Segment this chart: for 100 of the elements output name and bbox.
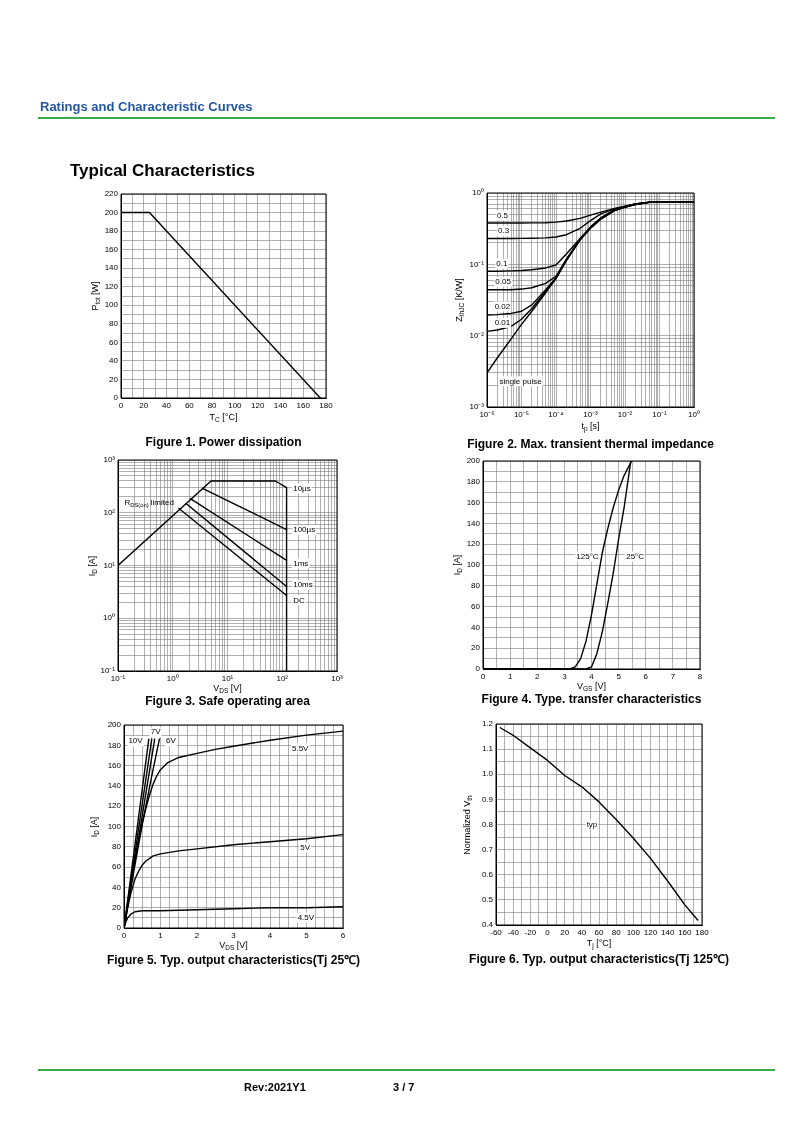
y-tick-label: 160	[107, 760, 122, 770]
series-label: 100µs	[293, 525, 316, 535]
x-tick-label: 10³	[331, 674, 344, 683]
x-tick-label: 140	[660, 928, 675, 937]
x-tick-label: 2	[194, 931, 200, 940]
x-tick-label: -60	[490, 928, 503, 937]
text: Figure 5. Typ. output characteristics(Tj 25℃)	[106, 953, 361, 968]
series-label: 10µs	[293, 483, 311, 493]
y-tick-label: 0	[475, 664, 481, 674]
x-tick-label: 7	[670, 672, 676, 681]
x-tick-label: 10²	[276, 674, 289, 683]
x-tick-label: 10⁻³	[583, 410, 599, 419]
y-tick-label: 0.7	[481, 844, 494, 854]
y-tick-label: 140	[466, 518, 481, 528]
y-tick-label: 10¹	[103, 560, 116, 570]
x-tick-label: 5	[304, 931, 310, 940]
y-tick-label: 60	[471, 601, 481, 611]
y-tick-label: 1.2	[481, 719, 494, 729]
x-tick-label: 10¹	[221, 674, 234, 683]
y-tick-label: 180	[466, 477, 481, 486]
y-tick-label: 0.5	[481, 895, 494, 905]
x-tick-label: 120	[250, 401, 265, 410]
series-label: 1ms	[293, 558, 309, 568]
x-tick-label: -40	[507, 928, 520, 937]
series-label: 4.5V	[297, 912, 315, 922]
x-tick-label: 40	[577, 928, 587, 937]
x-tick-label: 3	[562, 672, 568, 681]
x-tick-label: 4	[589, 672, 595, 681]
x-tick-label: 160	[296, 401, 311, 410]
x-tick-label: 10⁻⁶	[479, 410, 495, 419]
y-tick-label: 100	[107, 821, 122, 831]
y-tick-label: 80	[112, 842, 122, 851]
x-tick-label: 0	[545, 928, 551, 937]
y-tick-label: 100	[104, 300, 119, 310]
series-label: 6V	[166, 736, 177, 746]
series-label: 125°C	[576, 551, 599, 561]
x-tick-label: 120	[643, 928, 658, 937]
text: Ratings and Characteristic Curves	[40, 99, 253, 115]
x-tick-label: 180	[319, 401, 334, 410]
y-tick-label: 20	[471, 643, 481, 653]
x-axis-title: V$_{GS}$ [V]	[577, 681, 606, 692]
y-tick-label: 10⁻²	[469, 330, 485, 340]
x-tick-label: 1	[507, 672, 513, 681]
y-tick-label: 200	[104, 207, 119, 217]
series-label: 0.3	[497, 226, 510, 236]
x-tick-label: 40	[162, 401, 172, 410]
x-tick-label: 100	[626, 928, 641, 937]
y-tick-label: 1.1	[481, 744, 494, 754]
y-tick-label: 80	[109, 319, 119, 329]
x-tick-label: 6	[643, 672, 649, 681]
y-tick-label: 0	[113, 393, 119, 403]
x-tick-label: 1	[158, 931, 164, 940]
y-tick-label: 120	[104, 281, 119, 291]
y-tick-label: 180	[104, 226, 119, 236]
y-tick-label: 200	[466, 456, 481, 466]
y-tick-label: 20	[112, 902, 122, 912]
x-tick-label: 2	[535, 672, 541, 681]
y-tick-label: 140	[104, 263, 119, 273]
series-label: single pulse	[499, 376, 543, 386]
x-tick-label: 60	[184, 401, 195, 410]
x-axis-title: T$_{j}$ [°C]	[586, 938, 612, 949]
text: Figure 3. Safe operating area	[145, 694, 310, 709]
series-label: 0.02	[494, 301, 511, 311]
x-tick-label: 100	[228, 401, 243, 410]
x-tick-label: 10⁻¹	[652, 410, 668, 419]
series-label: 0.01	[494, 318, 511, 328]
x-tick-label: 60	[594, 928, 604, 937]
y-tick-label: 180	[107, 740, 122, 750]
series-label: 10V	[128, 736, 144, 746]
x-tick-label: 3	[231, 931, 237, 940]
x-axis-title: V$_{DS}$ [V]	[219, 940, 248, 951]
series-label: 0.05	[495, 277, 512, 287]
series-label: 25°C	[626, 551, 645, 561]
x-tick-label: 10⁰	[166, 674, 179, 683]
y-tick-label: 10⁰	[103, 613, 115, 623]
text: Figure 2. Max. transient thermal impedance	[467, 437, 714, 452]
y-tick-label: 0.4	[481, 920, 494, 930]
y-tick-label: 100	[466, 560, 481, 570]
x-tick-label: 80	[207, 401, 218, 410]
x-tick-label: 20	[139, 401, 149, 410]
text: Rev:2021Y1	[244, 1081, 306, 1094]
text: 3 / 7	[393, 1081, 415, 1094]
y-tick-label: 60	[112, 862, 122, 872]
x-tick-label: 160	[678, 928, 693, 937]
y-tick-label: 200	[107, 720, 122, 730]
y-tick-label: 120	[107, 801, 122, 811]
y-tick-label: 10³	[103, 455, 116, 465]
series-label: 5V	[300, 842, 311, 852]
x-tick-label: 10⁻²	[617, 410, 633, 419]
x-tick-label: 6	[340, 931, 346, 940]
y-tick-label: 40	[471, 622, 481, 632]
y-tick-label: 40	[109, 356, 119, 366]
x-tick-label: 10⁻⁵	[513, 410, 530, 419]
x-axis-title: t$_{p}$ [s]	[581, 421, 600, 432]
x-tick-label: 10⁻⁴	[548, 410, 565, 419]
x-tick-label: 10⁰	[688, 410, 700, 419]
y-tick-label: 1.0	[481, 769, 494, 779]
y-tick-label: 140	[107, 781, 122, 791]
x-tick-label: 5	[616, 672, 622, 681]
series-label: 7V	[150, 727, 162, 737]
